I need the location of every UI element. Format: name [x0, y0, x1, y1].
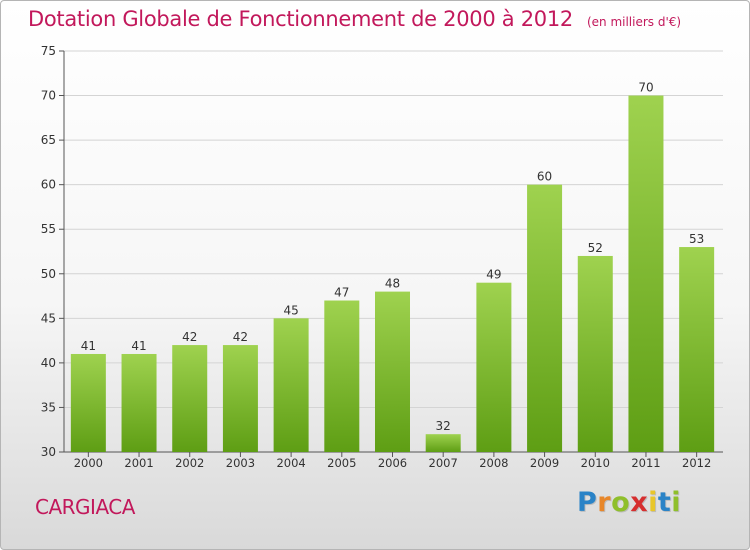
bar [628, 95, 664, 453]
bar-value-label: 49 [486, 268, 501, 282]
bar-value-label: 32 [436, 419, 451, 433]
y-tick-label: 75 [41, 44, 56, 58]
x-tick-label: 2012 [682, 456, 711, 470]
x-tick-label: 2005 [327, 456, 356, 470]
x-tick-label: 2011 [631, 456, 660, 470]
y-tick-label: 70 [41, 89, 56, 103]
y-tick-label: 40 [41, 356, 56, 370]
x-tick-label: 2009 [530, 456, 559, 470]
x-tick-label: 2002 [175, 456, 204, 470]
bar-value-label: 70 [638, 81, 653, 95]
bar-value-label: 42 [182, 330, 197, 344]
bar [324, 300, 360, 452]
bar-value-label: 41 [81, 339, 96, 353]
x-tick-label: 2008 [479, 456, 508, 470]
x-tick-label: 2007 [429, 456, 458, 470]
y-tick-label: 50 [41, 267, 56, 281]
x-tick-label: 2003 [226, 456, 255, 470]
bar [425, 434, 461, 452]
bar [273, 318, 309, 452]
commune-name: CARGIACA [35, 495, 135, 519]
bar-value-label: 52 [588, 241, 603, 255]
y-tick-label: 55 [41, 222, 56, 236]
bar [222, 345, 258, 452]
bar [375, 291, 410, 452]
labels: 30 35 40 45 50 55 60 65 70 75 41 2000 41 2001 42 2002 42… [41, 44, 712, 470]
bar-value-label: 60 [537, 170, 552, 184]
chart-subtitle: (en milliers d'€) [586, 15, 682, 29]
logo-letter: i [671, 487, 682, 518]
y-tick-label: 60 [41, 178, 56, 192]
logo-letter: r [597, 487, 612, 518]
bars [70, 95, 715, 453]
y-tick-label: 65 [41, 133, 56, 147]
bar [679, 247, 715, 452]
x-tick-label: 2004 [276, 456, 305, 470]
bar-value-label: 41 [131, 339, 146, 353]
y-tick-label: 45 [41, 311, 56, 325]
x-tick-label: 2001 [124, 456, 153, 470]
logo-letter: o [611, 487, 631, 518]
x-tick-label: 2000 [74, 456, 103, 470]
bar-value-label: 48 [385, 277, 400, 291]
logo-letter: x [630, 487, 649, 518]
bar [527, 184, 563, 452]
bar-value-label: 42 [233, 330, 248, 344]
bar-value-label: 45 [283, 303, 298, 317]
x-tick-label: 2010 [581, 456, 610, 470]
proxiti-logo: Proxiti [577, 487, 681, 518]
bar-value-label: 47 [334, 286, 349, 300]
logo-letter: P [577, 487, 598, 518]
logo-letter: t [657, 487, 672, 518]
logo-letter: i [648, 487, 658, 518]
y-tick-label: 35 [41, 400, 56, 414]
bar [172, 345, 208, 452]
chart-title-text: Dotation Globale de Fonctionnement de 20… [28, 7, 573, 31]
x-tick-label: 2006 [378, 456, 407, 470]
bar [121, 353, 157, 452]
bar [476, 282, 512, 452]
chart-title: Dotation Globale de Fonctionnement de 20… [28, 7, 681, 31]
bar-value-label: 53 [689, 232, 704, 246]
y-tick-label: 30 [41, 445, 56, 459]
bar [577, 255, 613, 452]
bar [70, 353, 106, 452]
